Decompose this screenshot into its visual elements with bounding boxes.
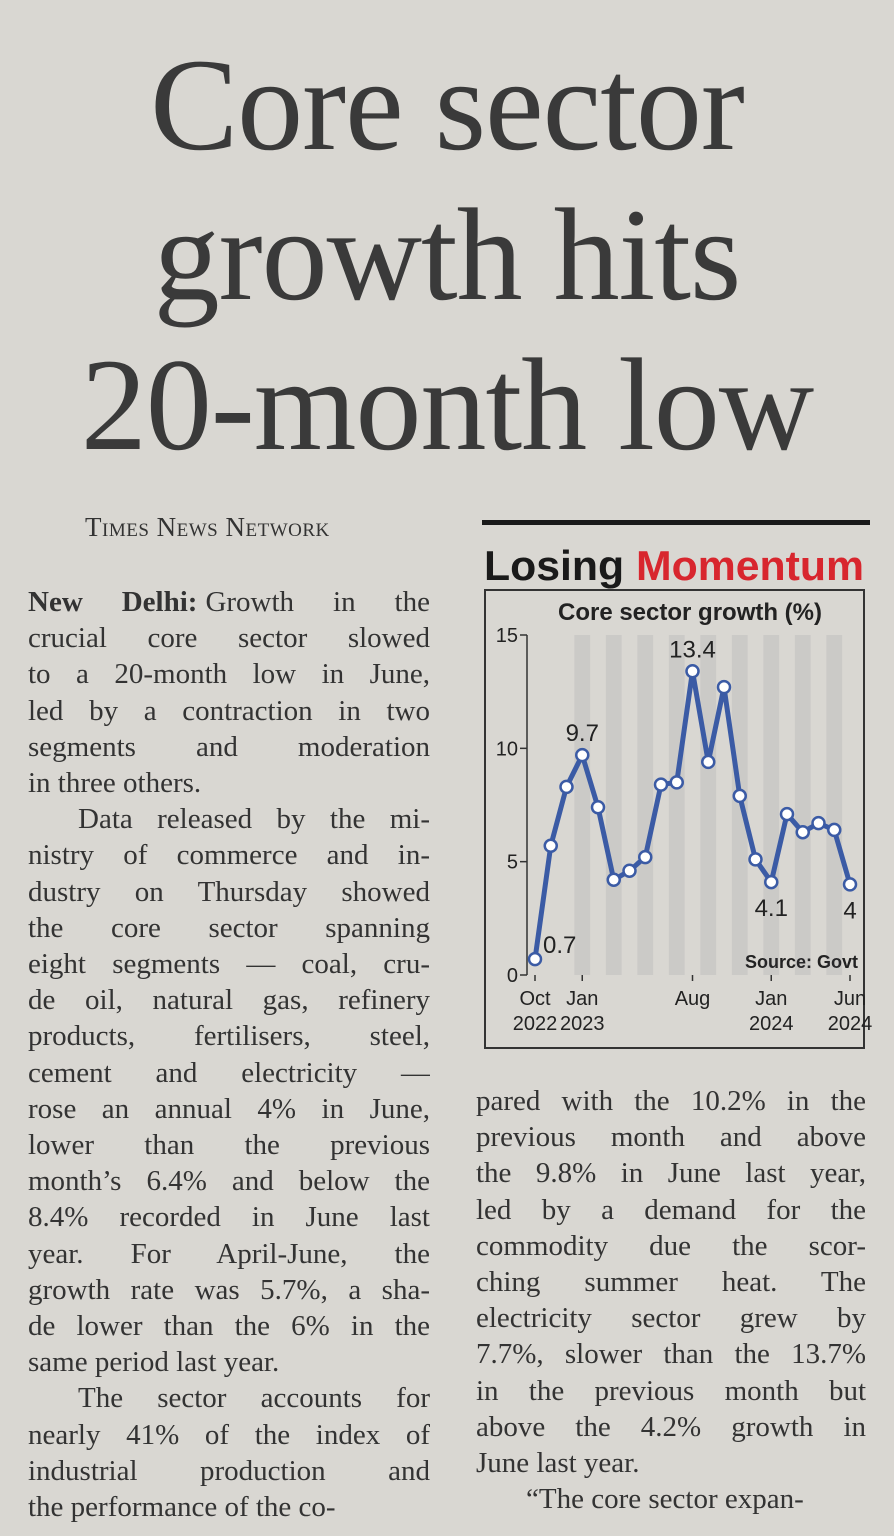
data-point [732,788,747,804]
text-line: growth rate was 5.7%, a sha- [28,1273,430,1306]
y-tick-label: 0 [507,965,518,987]
text-line: ching summer heat. The [476,1266,866,1299]
text-line: commodity due the scor- [476,1229,866,1262]
data-label: 0.7 [543,932,576,959]
text-line: led by a demand for the [476,1193,866,1226]
text-line: nistry of commerce and in- [28,839,430,872]
text-line: in the previous month but [476,1374,866,1407]
text-line: above the 4.2% growth in [476,1410,866,1443]
data-label: 4 [843,897,856,924]
text-line: year. For April-June, the [28,1237,430,1270]
data-point [622,863,637,878]
y-tick-label: 5 [507,852,518,874]
text-line: lower than the previous [28,1129,430,1162]
data-label: 9.7 [566,720,599,747]
text-line: electricity sector grew by [476,1302,866,1335]
chart-title-part: Momentum [636,542,864,589]
data-label: 4.1 [755,895,788,922]
band [637,635,654,975]
data-point [716,679,732,695]
headline-line: 20-month low [80,331,814,478]
data-point [764,874,779,890]
band [826,635,843,975]
text-line: New Delhi: Growth in the [28,584,430,620]
dateline: New Delhi: [28,586,198,618]
data-point [543,838,558,854]
data-point [779,806,795,822]
text-line: 7.7%, slower than the 13.7% [476,1338,866,1371]
byline: Times News Network [85,512,330,542]
band [794,635,811,975]
x-tick-label: Jun 2024 [827,988,873,1035]
data-point [795,824,810,840]
data-point [701,754,716,770]
plot-background [574,635,843,975]
x-tick-label: Jan 2023 [560,988,605,1035]
headline-line: Core sector [150,31,745,178]
text-line: eight segments — coal, cru- [28,948,430,981]
text-line: de lower than the 6% in the [28,1310,430,1343]
data-point [638,849,653,865]
data-point [669,775,684,790]
chart-rule [482,520,870,525]
text-line: the core sector spanning [28,911,430,944]
band [668,635,685,975]
chart-title-part: Losing [484,542,624,589]
text-line: in three others. [28,767,202,800]
chart-frame [484,589,865,1049]
text-line: the 9.8% in June last year, [476,1157,866,1190]
text-line: to a 20-month low in June, [28,658,430,691]
text-line: June last year. [476,1447,640,1480]
text-line: dustry on Thursday showed [28,875,430,908]
band [574,635,591,975]
data-point [811,815,826,831]
x-tick-label: Aug [674,988,711,1010]
text-line: nearly 41% of the index of [28,1418,430,1451]
text-line: Data released by the mi- [78,803,430,836]
data-point [559,779,574,795]
text-line: same period last year. [28,1346,280,1379]
y-tick-label: 10 [496,738,518,760]
data-point [827,822,842,838]
left-column: New Delhi: Growth in the crucial core sect… [28,584,430,1525]
band [763,635,780,975]
data-label: 13.4 [669,636,716,663]
band [700,635,717,975]
data-point [590,800,606,815]
band [605,635,622,975]
data-point [748,852,763,867]
chart-title: Losing Momentum [484,542,864,589]
text-line: products, fertilisers, steel, [28,1020,430,1053]
text-line: the performance of the co- [28,1491,336,1524]
x-tick-label: Oct 2022 [512,988,558,1035]
text-line: 8.4% recorded in June last [28,1201,430,1234]
text-line: segments and moderation [28,730,430,763]
text-line: month’s 6.4% and below the [28,1165,430,1198]
chart-source: Source: Govt [745,952,858,972]
text-line: industrial production and [28,1454,430,1487]
y-tick-label: 15 [496,625,518,647]
text-line: de oil, natural gas, refinery [28,984,430,1017]
chart-subtitle: Core sector growth (%) [558,599,822,626]
text-line: “The core sector expan- [526,1483,804,1516]
data-point [606,872,621,888]
headline-line: growth hits [153,181,742,328]
text-span: Growth in the [205,586,430,618]
x-tick-label: Jan 2024 [749,988,794,1035]
data-point [842,877,858,892]
data-point [685,664,700,679]
text-line: previous month and above [476,1121,866,1154]
data-point [575,747,590,763]
text-line: The sector accounts for [78,1382,430,1415]
right-column: pared with the 10.2% in the previous mont… [476,1083,866,1517]
data-point [527,951,543,967]
text-line: crucial core sector slowed [28,622,430,655]
data-point [653,777,669,792]
text-line: pared with the 10.2% in the [476,1085,866,1117]
text-line: led by a contraction in two [28,694,430,727]
text-line: cement and electricity — [28,1056,430,1089]
text-line: rose an annual 4% in June, [28,1092,430,1125]
